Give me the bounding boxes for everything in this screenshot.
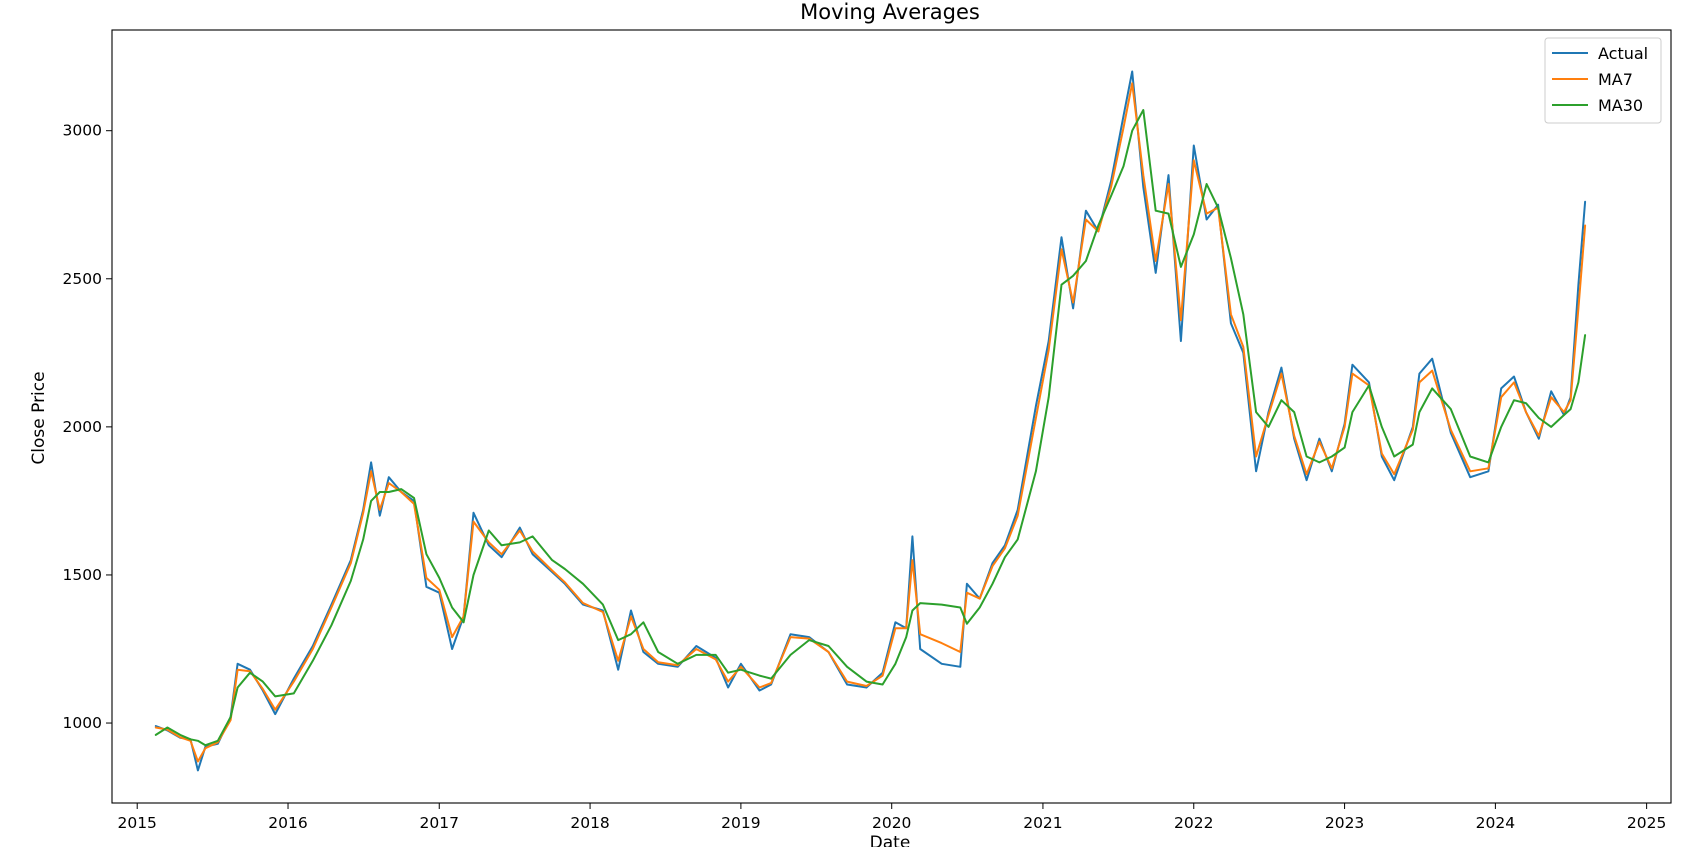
y-tick-label: 2000 bbox=[63, 418, 102, 436]
x-tick-label: 2020 bbox=[872, 814, 911, 832]
x-axis-ticks: 2015 2016 2017 2018 2019 2020 2021 2022 2023 2024… bbox=[117, 803, 1666, 832]
plot-area-frame bbox=[111, 29, 1672, 804]
series-line-actual bbox=[154, 70, 1587, 772]
y-tick-label: 1000 bbox=[63, 714, 102, 732]
x-tick-label: 2024 bbox=[1476, 814, 1515, 832]
x-tick-label: 2018 bbox=[570, 814, 609, 832]
legend-label-actual: Actual bbox=[1598, 44, 1648, 63]
chart-title: Moving Averages bbox=[800, 0, 980, 24]
x-tick-label: 2023 bbox=[1325, 814, 1364, 832]
y-tick-label: 3000 bbox=[63, 122, 102, 140]
x-tick-label: 2025 bbox=[1627, 814, 1666, 832]
x-tick-label: 2022 bbox=[1174, 814, 1213, 832]
x-tick-label: 2015 bbox=[117, 814, 156, 832]
x-tick-label: 2016 bbox=[268, 814, 307, 832]
x-tick-label: 2017 bbox=[420, 814, 459, 832]
x-axis-label: Date bbox=[870, 833, 911, 847]
legend-box bbox=[1544, 37, 1662, 124]
y-axis-label: Close Price bbox=[29, 371, 49, 464]
series-line-ma30 bbox=[154, 109, 1587, 747]
plot-series bbox=[154, 70, 1587, 772]
legend-label-ma30: MA30 bbox=[1598, 96, 1643, 115]
chart-legend: Actual MA7 MA30 bbox=[1544, 37, 1662, 124]
legend-label-ma7: MA7 bbox=[1598, 70, 1633, 89]
x-tick-label: 2021 bbox=[1023, 814, 1062, 832]
series-line-ma7 bbox=[154, 82, 1587, 763]
y-axis-ticks: 1000 1500 2000 2500 3000 bbox=[63, 122, 112, 732]
y-tick-label: 2500 bbox=[63, 270, 102, 288]
x-tick-label: 2019 bbox=[721, 814, 760, 832]
y-tick-label: 1500 bbox=[63, 566, 102, 584]
